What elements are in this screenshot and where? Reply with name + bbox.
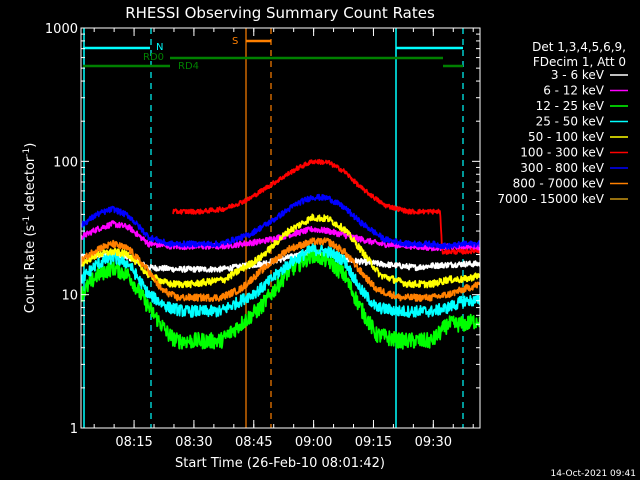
- legend-label-0: 3 - 6 keV: [551, 68, 605, 82]
- x-tick-label: 08:15: [115, 435, 152, 450]
- series-line-3: [81, 243, 480, 318]
- legend: Det 1,3,4,5,6,9, FDecim 1, Att 0 3 - 6 k…: [497, 40, 628, 206]
- series-line-7: [81, 237, 480, 302]
- legend-label-4: 50 - 100 keV: [528, 130, 605, 144]
- y-axis-label: Count Rate (s-1 detector-1): [22, 143, 38, 314]
- series-line-6: [81, 193, 480, 250]
- x-axis-label: Start Time (26-Feb-10 08:01:42): [175, 456, 385, 471]
- legend-header-1: Det 1,3,4,5,6,9,: [532, 40, 626, 54]
- rd4-label: RD4: [178, 61, 199, 72]
- plot-frame: [80, 27, 481, 429]
- y-tick-label: 100: [53, 155, 78, 170]
- rd0-label: RD0: [143, 52, 164, 63]
- overlays: N RD0 RD4 S: [83, 28, 464, 428]
- y-label-sup1: -1: [22, 216, 32, 225]
- axis-ticks: 1 10 100 1000 08:15 08:30 08:45 09:00 09:15 09:30: [45, 22, 480, 450]
- x-tick-label: 08:45: [235, 435, 272, 450]
- y-label-part1: Count Rate (s: [23, 225, 38, 314]
- x-tick-label: 08:30: [175, 435, 212, 450]
- legend-label-1: 6 - 12 keV: [543, 84, 605, 98]
- series-line-2: [81, 246, 480, 350]
- legend-label-2: 12 - 25 keV: [536, 99, 605, 113]
- x-tick-label: 09:30: [415, 435, 452, 450]
- timestamp: 14-Oct-2021 09:41: [551, 469, 636, 479]
- series-layer: [81, 158, 480, 350]
- y-label-part2: detector: [23, 156, 38, 216]
- saa-label: S: [232, 36, 238, 47]
- series-line-4: [81, 213, 480, 289]
- y-tick-label: 1000: [45, 22, 78, 37]
- legend-label-5: 100 - 300 keV: [520, 146, 604, 160]
- legend-header-2: FDecim 1, Att 0: [533, 55, 626, 69]
- y-tick-label: 1: [70, 422, 78, 437]
- legend-label-7: 800 - 7000 keV: [513, 177, 605, 191]
- legend-label-8: 7000 - 15000 keV: [497, 192, 604, 206]
- night-label: N: [156, 42, 163, 53]
- x-tick-label: 09:15: [355, 435, 392, 450]
- legend-label-6: 300 - 800 keV: [520, 161, 604, 175]
- y-label-sup2: -1: [22, 148, 32, 157]
- series-line-5: [172, 158, 480, 255]
- legend-label-3: 25 - 50 keV: [536, 115, 605, 129]
- y-tick-label: 10: [61, 289, 78, 304]
- y-label-part3: ): [23, 143, 38, 148]
- x-tick-label: 09:00: [295, 435, 332, 450]
- chart-title: RHESSI Observing Summary Count Rates: [125, 4, 435, 22]
